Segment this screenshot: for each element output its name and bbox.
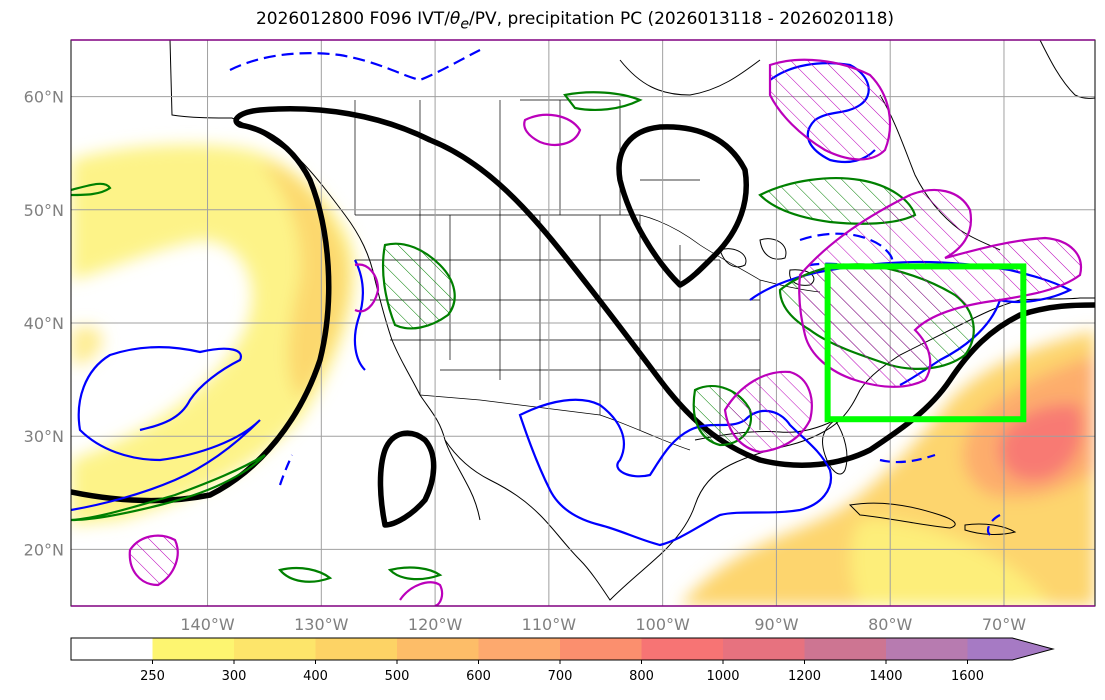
colorbar-segment-0 xyxy=(71,638,153,660)
hispaniola xyxy=(964,523,1017,535)
precip-magenta-gulf xyxy=(723,370,813,454)
ivt-northwest-patch xyxy=(71,326,103,365)
colorbar-extend-arrow xyxy=(967,638,1053,660)
ivt-caribbean-patch xyxy=(850,519,1050,606)
colorbar-label-700: 700 xyxy=(548,669,573,684)
precip-magenta-canada xyxy=(523,113,582,146)
colorbar-segment-8 xyxy=(723,638,805,660)
pv-contour-pacific-loop xyxy=(377,430,437,528)
figure-title: 2026012800 F096 IVT/θe/PV, precipitation… xyxy=(255,9,895,33)
lon-label-80: 80°W xyxy=(868,615,912,634)
lon-label-120: 120°W xyxy=(408,615,463,634)
colorbar-label-400: 400 xyxy=(303,669,328,684)
lon-label-70: 70°W xyxy=(982,615,1026,634)
colorbar-label-250: 250 xyxy=(140,669,165,684)
colorbar-label-600: 600 xyxy=(466,669,491,684)
florida-peninsula xyxy=(822,419,848,475)
colorbar: 250 300 400 500 600 700 800 1000 1200 1400 1600 xyxy=(70,637,1055,684)
colorbar-segment-3 xyxy=(315,638,398,660)
alaska-panhandle xyxy=(169,40,233,119)
colorbar-outline xyxy=(70,637,1055,661)
precip-green-west xyxy=(381,242,456,330)
ivt-atlantic-core xyxy=(999,404,1084,481)
precip-magenta-east xyxy=(798,188,1083,388)
lon-label-90: 90°W xyxy=(754,615,798,634)
cuba xyxy=(848,502,956,529)
colorbar-label-300: 300 xyxy=(222,669,247,684)
ivt-atlantic-plume xyxy=(680,330,1095,606)
precip-magenta-contours xyxy=(128,58,1083,606)
colorbar-label-500: 500 xyxy=(385,669,410,684)
colorbar-segment-1 xyxy=(152,638,235,660)
theta-contour-pacific xyxy=(71,346,261,512)
map-area xyxy=(71,40,1095,606)
lon-label-130: 130°W xyxy=(294,615,349,634)
precip-magenta-westcoast xyxy=(354,263,380,313)
colorbar-segment-10 xyxy=(886,638,968,660)
hudson-bay xyxy=(619,59,761,96)
lon-label-110: 110°W xyxy=(522,615,577,634)
lat-label-50: 50°N xyxy=(24,201,64,220)
precip-green-mexico xyxy=(278,566,443,583)
latitude-labels: 20°N 30°N 40°N 50°N 60°N xyxy=(24,88,64,560)
greenland-tip xyxy=(1039,40,1095,99)
theta-dashed-atlantic xyxy=(879,453,1001,536)
precip-magenta-pacific xyxy=(128,534,179,587)
colorbar-label-1000: 1000 xyxy=(706,669,739,684)
lat-label-20: 20°N xyxy=(24,540,64,559)
precip-green-pacific xyxy=(71,454,266,522)
colorbar-label-1400: 1400 xyxy=(869,669,902,684)
lat-label-60: 60°N xyxy=(24,88,64,107)
baja-california xyxy=(444,439,481,521)
precip-magenta-mexico xyxy=(399,581,444,606)
lat-label-40: 40°N xyxy=(24,314,64,333)
colorbar-label-1600: 1600 xyxy=(951,669,984,684)
colorbar-segment-9 xyxy=(804,638,887,660)
theta-dashed-pacific xyxy=(278,454,294,486)
colorbar-segment-4 xyxy=(397,638,479,660)
lon-label-100: 100°W xyxy=(635,615,690,634)
lon-label-140: 140°W xyxy=(180,615,235,634)
colorbar-label-1200: 1200 xyxy=(788,669,821,684)
pv-contour-canada-loop xyxy=(616,124,749,288)
theta-dashed-north xyxy=(229,49,481,82)
colorbar-segment-6 xyxy=(560,638,642,660)
theta-contour-gulf xyxy=(518,398,833,547)
lat-label-30: 30°N xyxy=(24,427,64,446)
precip-green-hudson xyxy=(563,91,643,112)
colorbar-segment-2 xyxy=(234,638,316,660)
longitude-labels: 140°W 130°W 120°W 110°W 100°W 90°W 80°W 70°W xyxy=(180,615,1026,634)
theta-contour-west-coast xyxy=(353,259,366,371)
colorbar-segment-5 xyxy=(478,638,561,660)
colorbar-label-800: 800 xyxy=(629,669,654,684)
colorbar-segment-7 xyxy=(641,638,724,660)
precip-magenta-north xyxy=(768,58,892,161)
precip-green-north xyxy=(71,182,112,197)
highlight-box xyxy=(824,263,1027,423)
